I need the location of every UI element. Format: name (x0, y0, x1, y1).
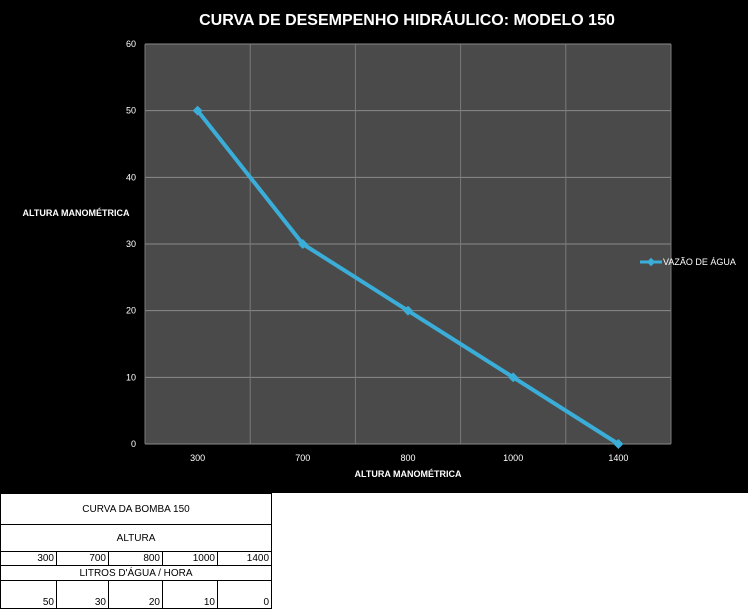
y-tick-label: 60 (126, 39, 136, 49)
table-header-altura: ALTURA (0, 524, 273, 552)
table-header-row: LITROS D'ÁGUA / HORA (0, 565, 273, 581)
line-chart: CURVA DE DESEMPENHO HIDRÁULICO: MODELO 1… (23, 10, 736, 479)
y-axis-title: ALTURA MANOMÉTRICA (23, 208, 130, 218)
x-tick-label: 1000 (503, 453, 523, 463)
table-cell: 300 (0, 551, 57, 566)
x-axis-title: ALTURA MANOMÉTRICA (355, 469, 462, 479)
table-title-row: CURVA DA BOMBA 150 (0, 493, 273, 525)
table-row: 50 30 20 10 0 (0, 580, 273, 609)
series-layer (192, 105, 624, 449)
x-tick-label: 800 (400, 453, 415, 463)
data-point (297, 239, 308, 249)
legend: VAZÃO DE ÁGUA (640, 257, 736, 267)
x-axis-ticks: 300 700 800 1000 1400 (190, 453, 628, 463)
chart-title: CURVA DE DESEMPENHO HIDRÁULICO: MODELO 1… (199, 10, 615, 29)
x-tick-label: 700 (295, 453, 310, 463)
y-tick-label: 0 (131, 439, 136, 449)
table-row: 300 700 800 1000 1400 (0, 551, 273, 566)
table-cell: 700 (56, 551, 109, 566)
table-cell: 800 (108, 551, 163, 566)
table-cell: 20 (108, 580, 163, 609)
table-cell: 1400 (216, 551, 273, 566)
data-table: CURVA DA BOMBA 150 ALTURA 300 700 800 10… (0, 493, 273, 609)
y-tick-label: 50 (126, 106, 136, 116)
table-header-litros: LITROS D'ÁGUA / HORA (0, 565, 273, 581)
y-tick-label: 20 (126, 306, 136, 316)
table-cell: 1000 (162, 551, 218, 566)
y-tick-label: 10 (126, 372, 136, 382)
x-tick-label: 300 (190, 453, 205, 463)
table-cell: 30 (56, 580, 109, 609)
table-cell: 50 (0, 580, 57, 609)
y-tick-label: 30 (126, 239, 136, 249)
table-header-row: ALTURA (0, 524, 273, 552)
x-tick-label: 1400 (608, 453, 628, 463)
data-point (403, 305, 413, 316)
chart-area: CURVA DE DESEMPENHO HIDRÁULICO: MODELO 1… (0, 0, 748, 493)
data-point (192, 105, 203, 116)
table-cell: 0 (216, 580, 273, 609)
table-title: CURVA DA BOMBA 150 (0, 493, 273, 525)
y-axis-ticks: 0 10 20 30 40 50 60 (126, 39, 136, 449)
data-point (508, 372, 519, 383)
y-tick-label: 40 (126, 172, 136, 182)
table-cell: 10 (162, 580, 218, 609)
data-point (613, 439, 624, 449)
legend-label: VAZÃO DE ÁGUA (663, 257, 736, 267)
legend-point-marker (646, 257, 656, 267)
